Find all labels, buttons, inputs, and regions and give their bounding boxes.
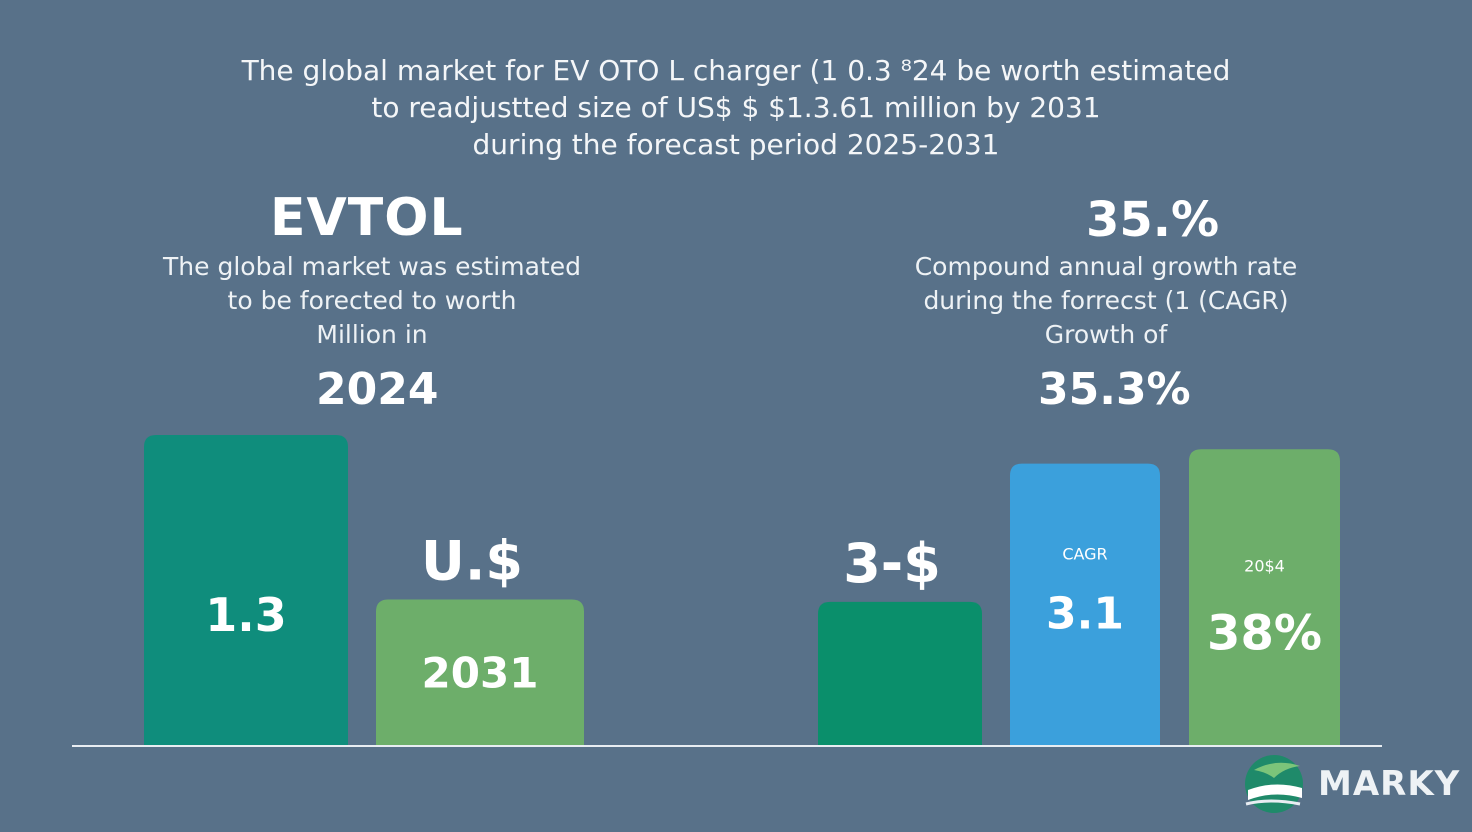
- bar: [818, 601, 982, 745]
- headline-line-3: during the forecast period 2025-2031: [472, 128, 1000, 161]
- market-desc-line-2: to be forected to worth: [227, 286, 517, 315]
- market-description: The global market was estimated to be fo…: [140, 250, 604, 352]
- bar-group: 3.1 CAGR: [1010, 463, 1160, 745]
- cagr-desc-line-1: Compound annual growth rate: [914, 252, 1298, 281]
- bar-value-label: 38%: [1207, 605, 1322, 661]
- bar: [1010, 463, 1160, 745]
- brand-logo: MARKY: [1240, 752, 1459, 816]
- bar-above-label: 3-$: [843, 532, 941, 595]
- market-desc-line-1: The global market was estimated: [163, 252, 581, 281]
- market-desc-line-3: Million in: [316, 320, 428, 349]
- bar-caption: CAGR: [1062, 545, 1107, 564]
- bar-group: 3-$: [818, 532, 982, 745]
- bar-group: 2031 U.$: [376, 530, 584, 745]
- bar-value-label: 3.1: [1046, 589, 1124, 640]
- bar: [376, 599, 584, 745]
- cagr-desc-line-3: Growth of: [1044, 320, 1168, 349]
- headline-line-1: The global market for EV OTO L charger (…: [241, 54, 1231, 87]
- cagr-value: 35.3%: [1038, 364, 1191, 415]
- bar-group: 1.3: [144, 435, 348, 745]
- headline-line-2: to readjustted size of US$ $ $1.3.61 mil…: [371, 91, 1101, 124]
- bar: [144, 435, 348, 745]
- cagr-desc-line-2: during the forrecst (1 (CAGR): [923, 286, 1289, 315]
- globe-leaf-icon: [1245, 755, 1303, 813]
- cagr-headline-percent: 35.%: [1086, 192, 1220, 248]
- bar-caption: 20$4: [1244, 556, 1285, 575]
- logo-wordmark: MARKY: [1318, 764, 1461, 804]
- headline: The global market for EV OTO L charger (…: [180, 52, 1292, 163]
- bar-value-label: 1.3: [205, 588, 287, 642]
- bar: [1189, 449, 1340, 745]
- cagr-description: Compound annual growth rate during the f…: [880, 250, 1332, 352]
- bar-group: 38% 20$4: [1189, 449, 1340, 745]
- bar-above-label: U.$: [421, 530, 523, 593]
- bar-value-label: 2031: [422, 649, 539, 698]
- base-year: 2024: [316, 364, 439, 415]
- brand-title: EVTOL: [270, 188, 464, 248]
